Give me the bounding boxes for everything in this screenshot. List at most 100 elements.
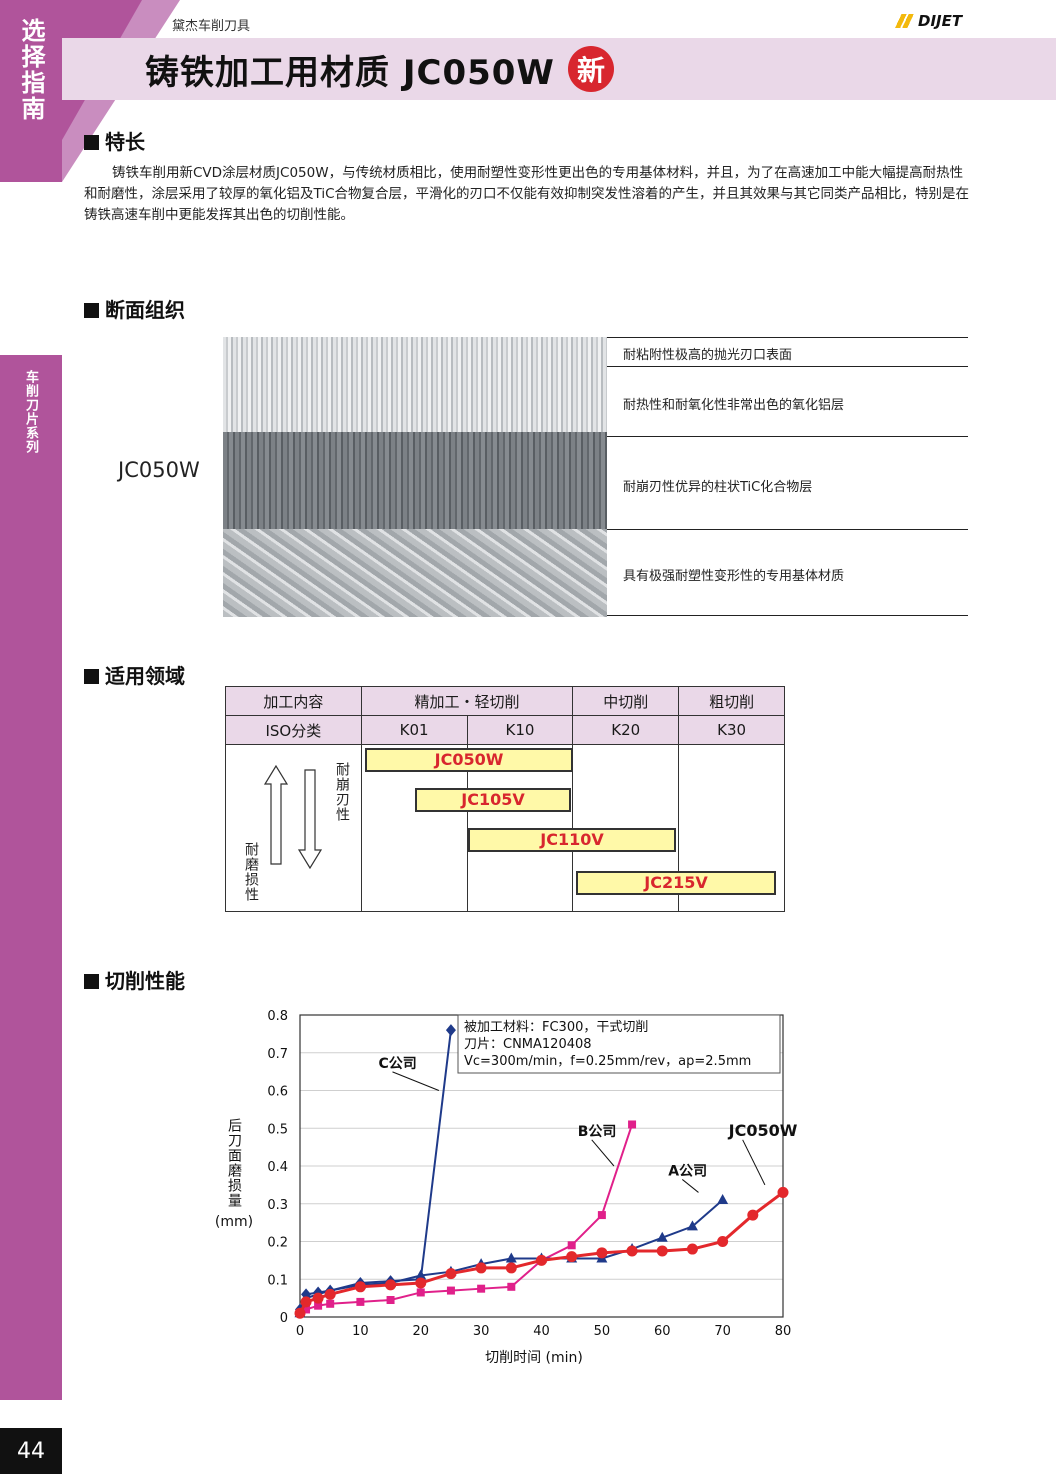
data-point (505, 1252, 517, 1263)
data-point (326, 1299, 335, 1308)
table-header-cell: K30 (678, 715, 785, 745)
series-line (299, 1029, 452, 1310)
chipping-resistance-label: 耐崩刃性 (334, 762, 350, 822)
grade-bar-jc050w: JC050W (365, 748, 573, 772)
x-tick-label: 10 (352, 1324, 369, 1339)
series-label: A公司 (668, 1163, 707, 1179)
y-tick-label: 0 (280, 1311, 288, 1326)
data-point (747, 1209, 759, 1221)
substrate-layer (223, 529, 607, 617)
table-header-cell: 精加工・轻切削 (360, 686, 574, 716)
data-point (446, 1286, 455, 1295)
side-tab-guide-text: 选择指南 (17, 18, 45, 122)
table-body-cell (360, 744, 468, 912)
table-header-cell: K01 (360, 715, 468, 745)
layer-label-alumina: 耐热性和耐氧化性非常出色的氧化铝层 (623, 398, 845, 413)
y-tick-label: 0.3 (267, 1198, 288, 1213)
x-axis-label: 切削时间 (min) (485, 1350, 583, 1366)
data-point (597, 1211, 606, 1220)
condition-line: 被加工材料：FC300，干式切削 (464, 1020, 648, 1035)
application-heading: 适用领域 (84, 660, 185, 689)
data-point (507, 1282, 516, 1291)
table-header-cell: 中切削 (572, 686, 680, 716)
features-text: 铸铁车削用新CVD涂层材质JC050W，与传统材质相比，使用耐塑性变形性更出色的… (84, 165, 970, 223)
data-point (628, 1120, 637, 1129)
data-point (656, 1245, 668, 1257)
x-tick-label: 30 (473, 1324, 490, 1339)
data-point (567, 1241, 576, 1250)
data-point (300, 1296, 312, 1308)
leader-line (742, 1139, 766, 1186)
condition-line: Vc=300m/min，f=0.25mm/rev，ap=2.5mm (464, 1054, 751, 1069)
grade-bar-jc215v: JC215V (576, 871, 776, 895)
table-header-cell: 加工内容 (225, 686, 362, 716)
x-tick-label: 20 (412, 1324, 429, 1339)
data-point (354, 1281, 366, 1293)
data-point (717, 1193, 729, 1204)
data-point (536, 1254, 547, 1266)
x-tick-label: 50 (594, 1324, 611, 1339)
property-arrow-cell (225, 744, 362, 912)
x-tick-label: 40 (533, 1324, 550, 1339)
data-point (445, 1024, 456, 1037)
bullet-square-icon (84, 974, 99, 989)
grade-bar-jc105v: JC105V (415, 788, 571, 812)
bullet-square-icon (84, 669, 99, 684)
data-point (416, 1288, 425, 1297)
logo-bars-icon (893, 14, 915, 28)
data-point (566, 1251, 578, 1263)
table-header-cell: K20 (572, 715, 680, 745)
x-tick-label: 80 (775, 1324, 792, 1339)
table-header-cell: 粗切削 (678, 686, 785, 716)
layer-line (607, 366, 968, 367)
leader-line (591, 1139, 615, 1167)
data-point (777, 1186, 789, 1198)
layer-line (607, 615, 968, 616)
series-label: JC050W (728, 1121, 798, 1140)
layer-label-tic: 耐崩刃性优异的柱状TiC化合物层 (623, 480, 813, 495)
data-point (356, 1297, 365, 1306)
data-point (626, 1245, 638, 1257)
leader-line (392, 1071, 440, 1091)
conditions-box (457, 1014, 781, 1074)
data-point (302, 1305, 311, 1314)
x-tick-label: 70 (714, 1324, 731, 1339)
y-axis-label: 后刀面磨损量 (226, 1118, 242, 1208)
cross-section-grade: JC050W (118, 458, 200, 482)
data-point (477, 1284, 486, 1293)
y-tick-label: 0.5 (267, 1122, 288, 1137)
layer-label-surface: 耐粘附性极高的抛光刃口表面 (623, 348, 793, 363)
wear-chart: 0 0.1 0.2 0.3 0.4 0.5 0.6 0.7 0.8 0 10 20 30 40 50 60 70… (215, 1009, 798, 1366)
series-label: C公司 (378, 1056, 416, 1072)
data-point (717, 1236, 729, 1247)
table-header-cell: ISO分类 (225, 715, 362, 745)
y-tick-label: 0.2 (267, 1236, 288, 1251)
alumina-layer (223, 432, 607, 529)
layer-label-substrate: 具有极强耐塑性变形性的专用基体材质 (623, 569, 845, 584)
layer-line (607, 529, 968, 530)
microstructure-image (223, 337, 607, 617)
data-point (294, 1307, 306, 1319)
data-point (686, 1220, 698, 1231)
features-heading: 特长 (84, 126, 145, 155)
data-point (596, 1247, 608, 1259)
data-point (415, 1269, 427, 1280)
property-arrows-icon (263, 764, 322, 870)
page-title: 铸铁加工用材质 JC050W (145, 53, 555, 93)
side-tab-series (0, 355, 62, 1400)
data-point (656, 1231, 668, 1242)
data-point (386, 1296, 395, 1305)
series-label: B公司 (578, 1124, 617, 1140)
x-tick-label: 60 (654, 1324, 671, 1339)
leader-line (681, 1179, 699, 1193)
bullet-square-icon (84, 135, 99, 150)
condition-line: 刀片：CNMA120408 (464, 1037, 592, 1052)
data-point (385, 1279, 397, 1291)
y-tick-label: 0.6 (267, 1085, 288, 1100)
header-band (62, 38, 1056, 100)
cross-section-heading: 断面组织 (84, 294, 185, 323)
y-tick-label: 0.7 (267, 1047, 288, 1062)
layer-line (607, 436, 968, 437)
y-tick-label: 0.8 (267, 1009, 288, 1024)
data-point (312, 1292, 324, 1304)
